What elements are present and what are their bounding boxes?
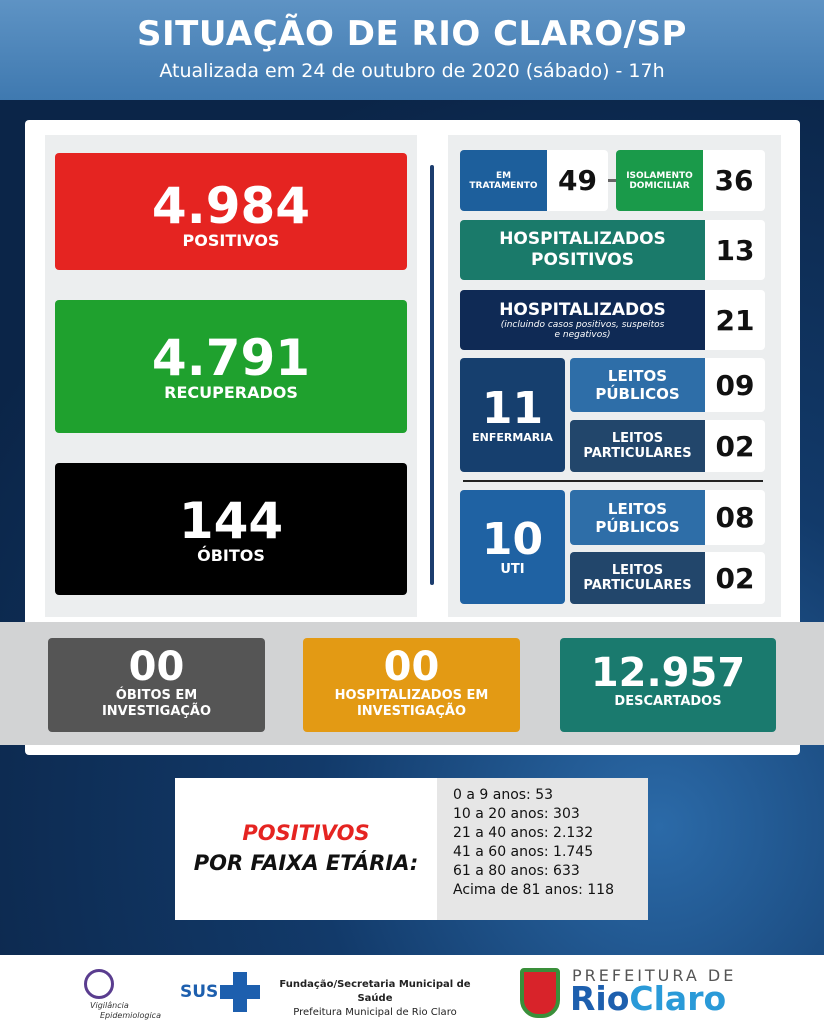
label-line2: INVESTIGAÇÃO	[356, 703, 467, 719]
uti-particulares-value: 02	[705, 552, 765, 604]
obitos-label: ÓBITOS	[197, 546, 265, 565]
fundacao-text: Fundação/Secretaria Municipal de Saúde P…	[270, 978, 480, 1020]
hosp-investigacao-value: 00	[383, 644, 440, 690]
rio-claro-wordmark: RioClaro	[570, 982, 726, 1015]
enfermaria-card: 11 ENFERMARIA	[460, 358, 565, 472]
obitos-investigacao-card: 00 ÓBITOS EM INVESTIGAÇÃO	[48, 638, 265, 732]
header-banner	[0, 0, 824, 100]
age-title-line1: POSITIVOS	[242, 821, 370, 845]
isolamento-line2: DOMICILIAR	[629, 180, 690, 191]
hosp-positivos-value: 13	[705, 220, 765, 280]
descartados-label: DESCARTADOS	[614, 694, 722, 709]
fundacao-line1: Fundação/Secretaria Municipal de Saúde	[279, 979, 471, 1004]
uti-publicos-value: 08	[705, 490, 765, 545]
label-line1: LEITOS	[607, 367, 668, 385]
wordmark-claro: Claro	[629, 979, 727, 1018]
prefeitura-text: PREFEITURA DE	[572, 966, 737, 985]
hosp-positivos-label: HOSPITALIZADOS POSITIVOS	[460, 220, 705, 280]
vigilancia-text1: Vigilância	[90, 1001, 129, 1010]
label-line2: PÚBLICOS	[595, 517, 680, 536]
sus-cross-icon	[220, 972, 260, 1012]
label-line2: PÚBLICOS	[595, 385, 680, 403]
positivos-card: 4.984 POSITIVOS	[55, 153, 407, 270]
enfermaria-particulares-value: 02	[705, 420, 765, 472]
uti-particulares-label: LEITOS PARTICULARES	[570, 552, 705, 604]
age-item: 61 a 80 anos: 633	[453, 863, 580, 879]
footer	[0, 955, 824, 1024]
age-item: 21 a 40 anos: 2.132	[453, 825, 594, 841]
label-line2: PARTICULARES	[583, 446, 692, 461]
vigilancia-logo: Vigilância Epidemiologica	[70, 965, 170, 1020]
uti-publicos-label: LEITOS PÚBLICOS	[570, 490, 705, 545]
descartados-value: 12.957	[590, 650, 746, 696]
column-divider	[430, 165, 434, 585]
rio-claro-crest-icon	[520, 968, 560, 1018]
age-item: 41 a 60 anos: 1.745	[453, 844, 594, 860]
fundacao-line2: Prefeitura Municipal de Rio Claro	[293, 1007, 457, 1018]
positivos-value: 4.984	[151, 177, 311, 235]
age-item: Acima de 81 anos: 118	[453, 882, 614, 898]
section-divider	[463, 480, 763, 482]
uti-value: 10	[481, 513, 544, 565]
hosp-positivos-line1: HOSPITALIZADOS	[499, 228, 666, 249]
isolamento-label: ISOLAMENTO DOMICILIAR	[616, 150, 703, 211]
recuperados-card: 4.791 RECUPERADOS	[55, 300, 407, 433]
em-tratamento-value: 49	[547, 150, 608, 211]
label-line1: LEITOS	[611, 563, 664, 578]
age-item: 10 a 20 anos: 303	[453, 806, 580, 822]
hosp-investigacao-card: 00 HOSPITALIZADOS EM INVESTIGAÇÃO	[303, 638, 520, 732]
obitos-investigacao-value: 00	[128, 644, 185, 690]
enfermaria-value: 11	[481, 382, 544, 434]
hospitalizados-note1: (incluindo casos positivos, suspeitos	[500, 320, 665, 330]
enfermaria-publicos-value: 09	[705, 358, 765, 412]
age-list: 0 a 9 anos: 53 10 a 20 anos: 303 21 a 40…	[437, 778, 648, 920]
age-item: 0 a 9 anos: 53	[453, 787, 554, 803]
em-tratamento-line1: EM	[495, 170, 512, 181]
label-line2: INVESTIGAÇÃO	[101, 703, 212, 719]
uti-label: UTI	[500, 561, 525, 577]
hospitalizados-value: 21	[705, 290, 765, 350]
em-tratamento-label: EM TRATAMENTO	[460, 150, 547, 211]
hospitalizados-label: HOSPITALIZADOS (incluindo casos positivos…	[460, 290, 705, 350]
recuperados-label: RECUPERADOS	[164, 383, 298, 402]
enfermaria-particulares-label: LEITOS PARTICULARES	[570, 420, 705, 472]
hosp-positivos-line2: POSITIVOS	[531, 250, 634, 270]
connector	[608, 179, 616, 182]
label-line1: LEITOS	[607, 499, 668, 518]
hospitalizados-title: HOSPITALIZADOS	[499, 300, 666, 320]
recuperados-value: 4.791	[151, 329, 311, 387]
vigilancia-text2: Epidemiologica	[100, 1011, 161, 1020]
label-line1: LEITOS	[611, 431, 664, 446]
label-line2: PARTICULARES	[583, 578, 692, 593]
page-subtitle: Atualizada em 24 de outubro de 2020 (sáb…	[159, 60, 665, 82]
isolamento-line1: ISOLAMENTO	[626, 170, 693, 181]
age-title-line2: POR FAIXA ETÁRIA:	[193, 851, 419, 875]
wordmark-rio: Rio	[570, 979, 630, 1018]
descartados-card: 12.957 DESCARTADOS	[560, 638, 776, 732]
em-tratamento-line2: TRATAMENTO	[469, 180, 538, 191]
label-line1: ÓBITOS EM	[115, 688, 198, 703]
enfermaria-label: ENFERMARIA	[472, 430, 553, 444]
magnifier-icon	[84, 969, 114, 999]
uti-card: 10 UTI	[460, 490, 565, 604]
page-title: SITUAÇÃO DE RIO CLARO/SP	[137, 14, 687, 54]
obitos-value: 144	[178, 492, 284, 550]
age-title: POSITIVOS POR FAIXA ETÁRIA:	[175, 818, 437, 878]
positivos-label: POSITIVOS	[182, 231, 280, 250]
obitos-card: 144 ÓBITOS	[55, 463, 407, 595]
label-line1: HOSPITALIZADOS EM	[334, 688, 489, 703]
hospitalizados-note2: e negativos)	[554, 330, 611, 340]
isolamento-value: 36	[703, 150, 765, 211]
sus-logo-text: SUS	[180, 982, 219, 1002]
enfermaria-publicos-label: LEITOS PÚBLICOS	[570, 358, 705, 412]
